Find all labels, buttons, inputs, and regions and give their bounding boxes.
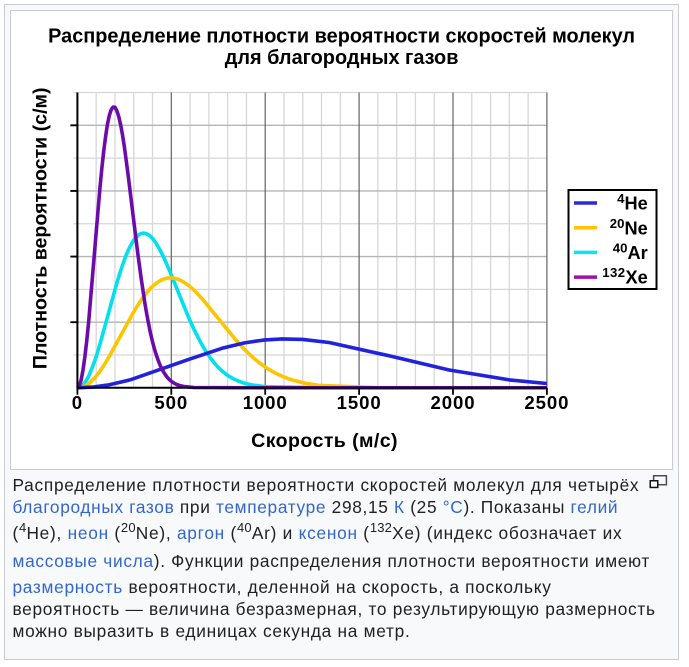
svg-text:4He: 4He bbox=[617, 191, 648, 214]
svg-text:1500: 1500 bbox=[337, 392, 382, 413]
svg-text:Скорость (м/с): Скорость (м/с) bbox=[251, 430, 398, 452]
svg-text:500: 500 bbox=[154, 392, 188, 413]
svg-text:40Ar: 40Ar bbox=[613, 241, 648, 264]
svg-text:2000: 2000 bbox=[431, 392, 476, 413]
svg-text:Плотность вероятности (с/м): Плотность вероятности (с/м) bbox=[30, 87, 52, 369]
svg-text:0: 0 bbox=[72, 392, 83, 413]
svg-text:1000: 1000 bbox=[243, 392, 288, 413]
svg-text:132Xe: 132Xe bbox=[602, 265, 647, 288]
svg-text:2500: 2500 bbox=[524, 392, 569, 413]
svg-text:Распределение плотности вероят: Распределение плотности вероятности скор… bbox=[48, 26, 635, 48]
svg-text:20Ne: 20Ne bbox=[610, 216, 648, 239]
svg-text:для благородных газов: для благородных газов bbox=[225, 47, 459, 69]
